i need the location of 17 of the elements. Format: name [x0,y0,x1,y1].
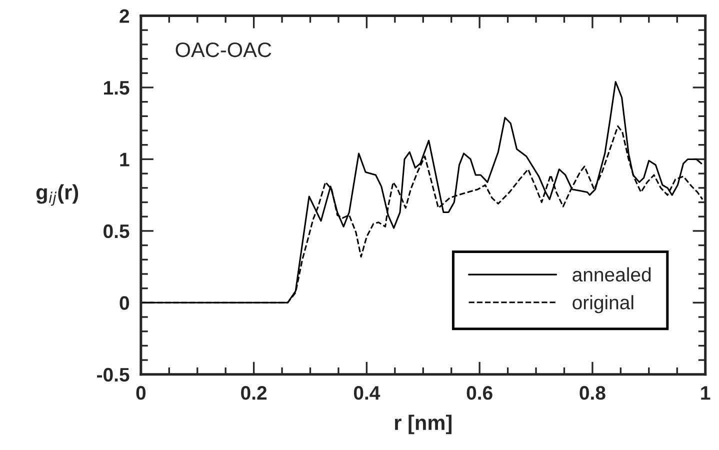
legend-label: annealed [572,267,651,282]
x-tick-label: 0 [136,386,146,400]
legend-label: original [572,295,634,314]
x-tick-label: 0.6 [466,386,492,400]
y-axis-title: g$_{ij}$(r) [36,184,78,206]
x-tick-label: 1 [701,386,710,400]
x-tick-label: 0.4 [354,386,380,400]
y-tick-label: 0.5 [104,224,130,238]
y-tick-label: 2 [120,9,130,23]
x-axis-title: r [nm] [394,414,452,434]
x-tick-label: 0.2 [241,386,267,400]
x-tick-label: 0.8 [580,386,606,400]
y-tick-label: -0.5 [97,368,130,382]
y-tick-label: 0 [120,296,130,310]
annotation: OAC-OAC [176,42,272,58]
y-tick-label: 1 [120,152,130,166]
y-tick-label: 1.5 [104,81,130,95]
